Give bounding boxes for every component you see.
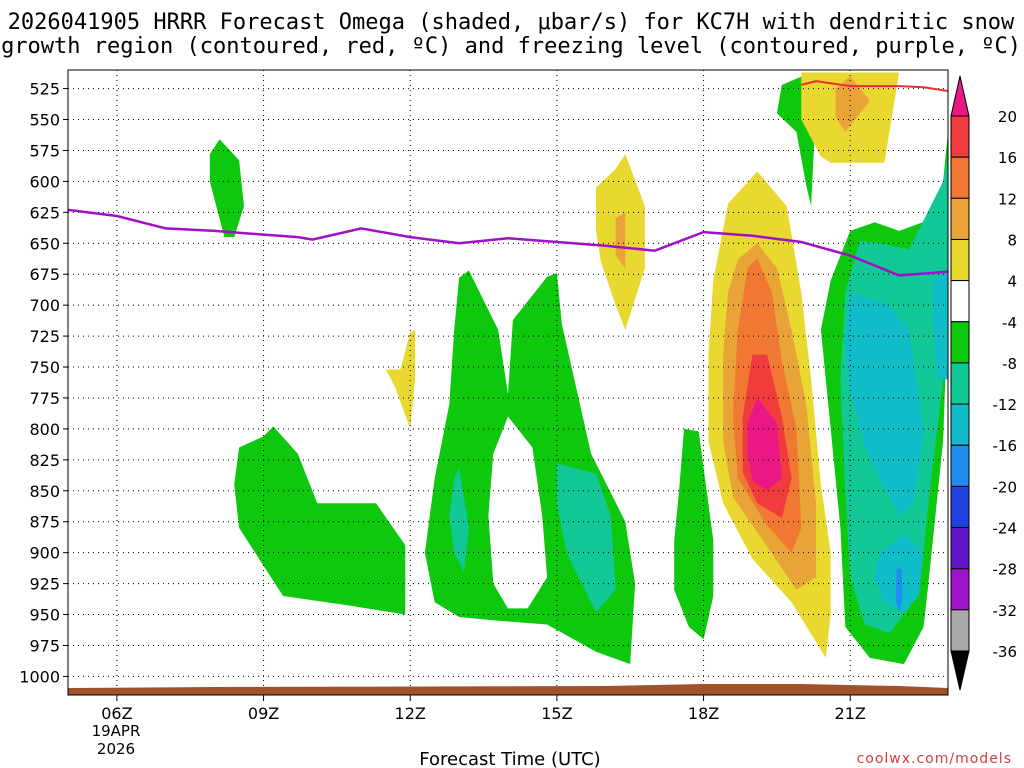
chart-title-line-1: 2026041905 HRRR Forecast Omega (shaded, … [8, 10, 1015, 35]
chart-title-line-2: growth region (contoured, red, ºC) and f… [1, 34, 1021, 59]
x-tick-label: 18Z [688, 704, 719, 723]
y-tick-label: 875 [29, 513, 60, 532]
colorbar-tick-label: -8 [1002, 355, 1017, 373]
chart-title: 2026041905 HRRR Forecast Omega (shaded, … [1, 10, 1021, 59]
y-tick-label: 700 [29, 296, 60, 315]
colorbar-band [950, 527, 970, 570]
terrain-ground [68, 684, 948, 695]
colorbar-tick-label: 12 [998, 190, 1017, 208]
colorbar-band [950, 280, 970, 323]
y-tick-label: 550 [29, 111, 60, 130]
omega-region-18 [835, 76, 870, 132]
colorbar-tick-label: -16 [993, 437, 1018, 455]
y-tick-label: 750 [29, 358, 60, 377]
colorbar-band [950, 197, 970, 240]
x-axis-date-month: 19APR [92, 722, 141, 740]
y-tick-label: 600 [29, 172, 60, 191]
colorbar-underflow-low [950, 650, 970, 691]
y-tick-label: 800 [29, 420, 60, 439]
x-tick-label: 12Z [395, 704, 426, 723]
contour-lines [68, 80, 948, 277]
y-tick-label: 725 [29, 327, 60, 346]
y-tick-label: 975 [29, 636, 60, 655]
omega-region-14 [747, 398, 782, 491]
omega-region-21 [933, 268, 948, 380]
grid-lines [68, 70, 948, 695]
colorbar-tick-label: -28 [993, 561, 1018, 579]
y-tick-label: 850 [29, 482, 60, 501]
omega-shaded-regions [209, 72, 948, 665]
colorbar-tick-label: 4 [1007, 273, 1017, 291]
x-tick-label: 06Z [101, 704, 132, 723]
y-tick-label: 525 [29, 80, 60, 99]
colorbar-band [950, 115, 970, 158]
x-axis-date-year: 2026 [97, 740, 135, 758]
colorbar-tick-label: -4 [1002, 314, 1017, 332]
colorbar-band [950, 568, 970, 611]
plot-frame [67, 69, 949, 696]
colorbar-tick-label: 20 [998, 108, 1017, 126]
omega-region-8 [615, 212, 626, 268]
x-tick-label: 21Z [835, 704, 866, 723]
colorbar-tick-label: -20 [993, 478, 1018, 496]
colorbar-tick-label: -32 [993, 602, 1018, 620]
colorbar-band [950, 485, 970, 529]
omega-region-1 [234, 426, 406, 615]
dgz-contour-line [801, 80, 948, 92]
x-axis-title: Forecast Time (UTC) [419, 749, 600, 768]
x-axis: 06Z 09Z 12Z 15Z 18Z 21Z [101, 695, 866, 723]
y-tick-label: 775 [29, 389, 60, 408]
colorbar-band [950, 403, 970, 446]
colorbar-tick-label: -36 [993, 643, 1018, 661]
colorbar-band [950, 444, 970, 487]
colorbar-tick-label: -24 [993, 520, 1018, 538]
colorbar-tick-label: -12 [993, 396, 1018, 414]
omega-region-6 [449, 468, 469, 572]
colorbar-overflow-high [950, 75, 970, 117]
colorbar-legend: 20 16 12 8 4 -4 -8 -12 -16 -20 -24 -28 -32 -36 [950, 75, 1018, 691]
colorbar-band [950, 156, 970, 199]
colorbar-band [950, 321, 970, 364]
terrain-strip [68, 684, 948, 695]
omega-region-23 [895, 568, 903, 613]
y-tick-label: 625 [29, 203, 60, 222]
y-tick-label: 950 [29, 606, 60, 625]
colorbar-band [950, 609, 970, 652]
colorbar-tick-label: 8 [1007, 231, 1017, 249]
y-tick-label: 825 [29, 451, 60, 470]
credit-text: coolwx.com/models [857, 751, 1012, 767]
y-tick-label: 1000 [19, 667, 60, 686]
omega-region-9 [674, 428, 714, 640]
colorbar-tick-label: 16 [998, 149, 1017, 167]
y-axis: 525 550 575 600 625 650 675 700 725 750 775 800 825 8… [19, 80, 68, 686]
y-tick-label: 575 [29, 141, 60, 160]
y-tick-label: 650 [29, 234, 60, 253]
x-tick-label: 09Z [248, 704, 279, 723]
colorbar-band [950, 362, 970, 405]
omega-region-2 [385, 329, 416, 429]
omega-region-5 [556, 463, 616, 613]
y-tick-label: 900 [29, 544, 60, 563]
colorbar-band [950, 238, 970, 282]
omega-region-4 [488, 416, 548, 609]
y-tick-label: 675 [29, 265, 60, 284]
freezing-level-line [68, 208, 948, 277]
x-tick-label: 15Z [541, 704, 572, 723]
omega-region-20 [845, 292, 924, 516]
y-tick-label: 925 [29, 575, 60, 594]
